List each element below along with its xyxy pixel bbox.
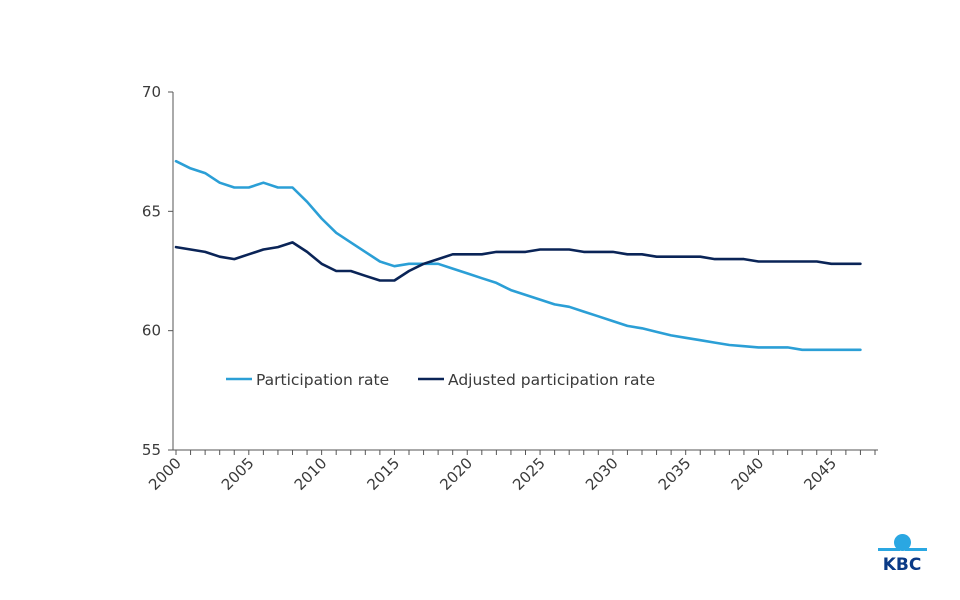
y-tick-label: 60 (142, 322, 161, 340)
kbc-logo-bar-right (905, 548, 927, 551)
x-tick-label: 2040 (728, 454, 768, 494)
kbc-logo: KBC (874, 534, 930, 578)
series-line-adjusted-participation-rate (174, 241, 862, 282)
x-tick-label: 2030 (582, 454, 622, 494)
x-tick-label: 2045 (800, 454, 840, 494)
legend-item-adjusted-participation-rate-label: Adjusted participation rate (448, 371, 655, 389)
series-line-participation-rate (174, 159, 862, 352)
x-tick-label: 2025 (509, 454, 549, 494)
x-tick-label: 2000 (145, 454, 185, 494)
legend-item-participation-rate-label: Participation rate (256, 371, 389, 389)
x-tick-label: 2035 (655, 454, 695, 494)
x-tick-label: 2010 (291, 454, 331, 494)
kbc-logo-bar-left (878, 548, 900, 551)
chart-series-layer (174, 159, 862, 352)
y-tick-label: 70 (142, 83, 161, 101)
chart-legend: Participation rate Adjusted participation… (226, 371, 655, 389)
x-tick-label: 2015 (364, 454, 404, 494)
kbc-logo-text: KBC (882, 555, 922, 575)
kbc-logo-icon (894, 534, 911, 551)
y-tick-label: 55 (142, 441, 161, 459)
x-tick-label: 2020 (436, 454, 476, 494)
y-tick-label: 65 (142, 202, 161, 220)
x-tick-label: 2005 (218, 454, 258, 494)
